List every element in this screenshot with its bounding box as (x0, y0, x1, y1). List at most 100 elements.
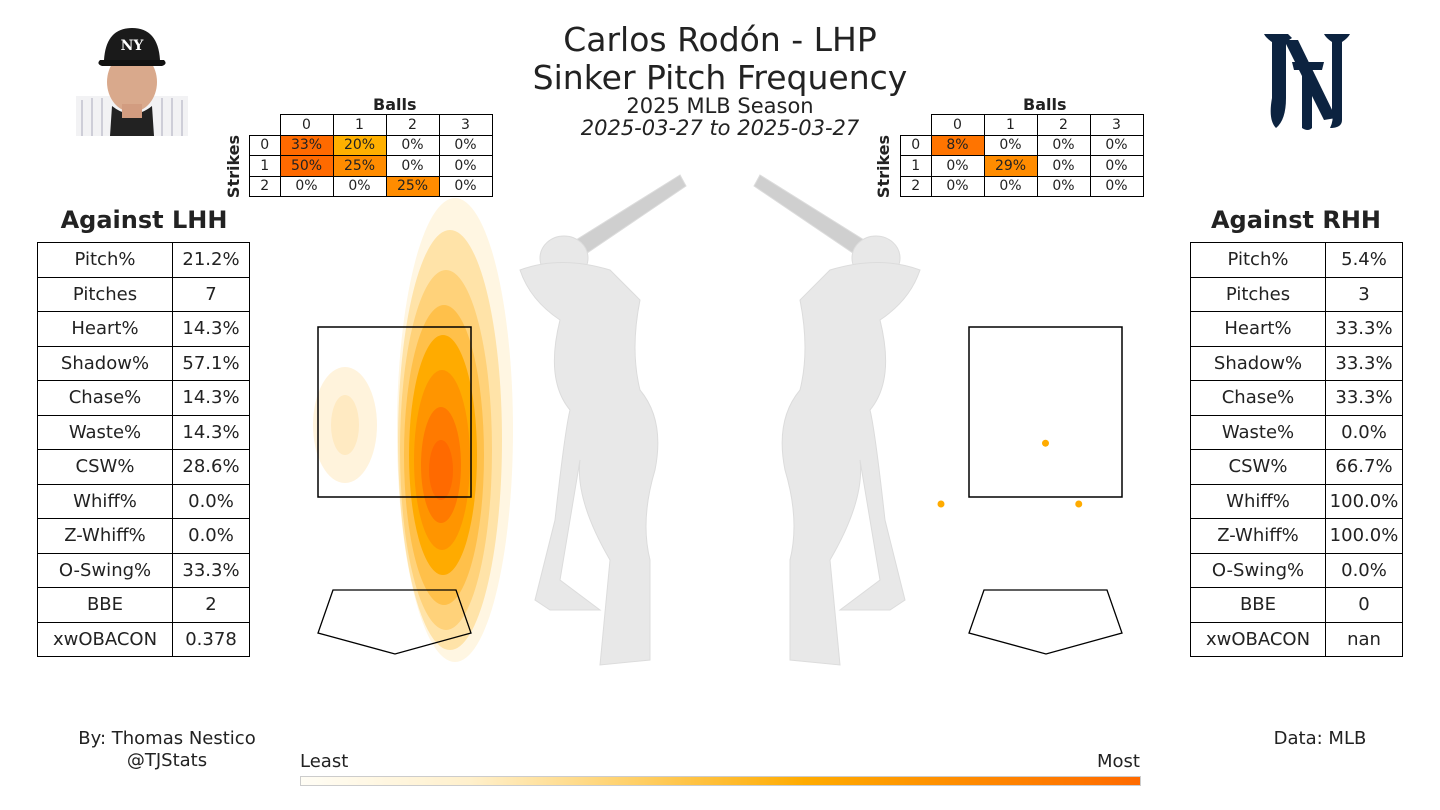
stat-row: Shadow% 33.3% (1190, 345, 1403, 381)
rhh-pitch-point (1042, 439, 1049, 447)
stat-row: xwOBACON 0.378 (37, 621, 250, 657)
stat-row: Whiff% 100.0% (1190, 483, 1403, 519)
lhh-strike-zone (317, 326, 472, 498)
rhh-balls-label: Balls (1023, 95, 1067, 114)
author-credit: By: Thomas Nestico (78, 728, 256, 749)
stat-row: Heart% 33.3% (1190, 311, 1403, 347)
legend-least-label: Least (300, 751, 349, 772)
count-cell: 0% (438, 134, 493, 156)
stat-value: 0.378 (172, 621, 250, 657)
stat-row: Waste% 14.3% (37, 414, 250, 450)
stat-label: Pitch% (37, 242, 173, 278)
rhh-count-table: 0 1 2 3 0 8% 0% 0% 0% 1 0% 29% 0% 0% 2 0% 0% 0% 0% (900, 114, 1144, 197)
rhh-strike-zone (968, 326, 1123, 498)
count-cell: 25% (385, 175, 440, 197)
yankees-logo-icon (1264, 34, 1350, 130)
stat-value: 100.0% (1325, 483, 1403, 519)
stat-label: Whiff% (1190, 483, 1326, 519)
count-cell: 0% (930, 175, 985, 197)
count-cell: 0% (438, 175, 493, 197)
date-range-label: 2025-03-27 to 2025-03-27 (580, 116, 860, 140)
count-cell: 0% (332, 175, 387, 197)
count-cell: 50% (279, 155, 334, 177)
lhh-heading: Against LHH (60, 206, 228, 234)
count-cell: 0% (438, 155, 493, 177)
stat-row: Z-Whiff% 100.0% (1190, 518, 1403, 554)
rhh-pitch-point (937, 500, 945, 508)
stat-label: BBE (37, 587, 173, 623)
stat-label: Shadow% (1190, 345, 1326, 381)
stat-label: xwOBACON (37, 621, 173, 657)
stat-row: Whiff% 0.0% (37, 483, 250, 519)
count-strike-header: 2 (900, 175, 932, 197)
count-cell: 0% (279, 175, 334, 197)
count-cell: 0% (1089, 155, 1144, 177)
stat-value: 7 (172, 276, 250, 312)
stat-label: CSW% (1190, 449, 1326, 485)
stat-value: 21.2% (172, 242, 250, 278)
count-cell: 0% (983, 175, 1038, 197)
stat-row: Pitch% 21.2% (37, 242, 250, 278)
count-cell: 29% (983, 155, 1038, 177)
stat-value: 0 (1325, 587, 1403, 623)
stat-row: xwOBACON nan (1190, 621, 1403, 657)
stat-row: BBE 2 (37, 587, 250, 623)
stat-value: 57.1% (172, 345, 250, 381)
season-label: 2025 MLB Season (626, 94, 814, 118)
stat-label: CSW% (37, 449, 173, 485)
stat-label: Heart% (1190, 311, 1326, 347)
stat-value: 33.3% (172, 552, 250, 588)
rhh-pitch-point (1075, 500, 1083, 508)
rhh-heading: Against RHH (1210, 206, 1382, 234)
stat-label: Chase% (37, 380, 173, 416)
stat-row: Z-Whiff% 0.0% (37, 518, 250, 554)
stat-label: xwOBACON (1190, 621, 1326, 657)
stat-label: Chase% (1190, 380, 1326, 416)
legend-most-label: Most (1097, 751, 1140, 772)
count-cell: 25% (332, 155, 387, 177)
count-cell: 0% (1036, 175, 1091, 197)
stat-value: 100.0% (1325, 518, 1403, 554)
stat-value: 14.3% (172, 311, 250, 347)
lhh-density-heatmap (313, 198, 513, 662)
stat-row: Heart% 14.3% (37, 311, 250, 347)
stat-label: Waste% (1190, 414, 1326, 450)
stat-value: 33.3% (1325, 311, 1403, 347)
stat-value: 0.0% (172, 483, 250, 519)
lhh-count-table: 0 1 2 3 0 33% 20% 0% 0% 1 50% 25% 0% 0% 2 0% 0% 25% 0% (249, 114, 493, 197)
stat-row: Chase% 14.3% (37, 380, 250, 416)
stat-row: O-Swing% 33.3% (37, 552, 250, 588)
stat-label: Heart% (37, 311, 173, 347)
stat-value: 0.0% (1325, 552, 1403, 588)
stat-value: 14.3% (172, 380, 250, 416)
chart-title: Carlos Rodón - LHP (563, 20, 877, 59)
lhh-stats-table: Pitch% 21.2% Pitches 7 Heart% 14.3% Shadow% 57.… (37, 242, 250, 657)
count-cell: 0% (1089, 175, 1144, 197)
batter-silhouette-left-icon (519, 174, 687, 666)
stat-label: Pitches (37, 276, 173, 312)
stat-value: 2 (172, 587, 250, 623)
stat-row: BBE 0 (1190, 587, 1403, 623)
rhh-stats-table: Pitch% 5.4% Pitches 3 Heart% 33.3% Shadow% 33.3… (1190, 242, 1403, 657)
count-cell: 0% (930, 155, 985, 177)
stat-row: Shadow% 57.1% (37, 345, 250, 381)
stat-value: nan (1325, 621, 1403, 657)
stat-row: Pitches 7 (37, 276, 250, 312)
stat-label: Waste% (37, 414, 173, 450)
stat-row: Chase% 33.3% (1190, 380, 1403, 416)
stat-label: Whiff% (37, 483, 173, 519)
stat-value: 33.3% (1325, 345, 1403, 381)
credit-block: By: Thomas Nestico @TJStats (62, 728, 272, 772)
stat-label: O-Swing% (37, 552, 173, 588)
player-headshot-icon: NY (76, 28, 188, 136)
count-cell: 0% (983, 134, 1038, 156)
batter-silhouette-right-icon (753, 174, 921, 666)
stat-label: Z-Whiff% (1190, 518, 1326, 554)
lhh-balls-label: Balls (373, 95, 417, 114)
chart-subtitle: Sinker Pitch Frequency (532, 58, 908, 97)
stat-label: Z-Whiff% (37, 518, 173, 554)
legend-color-bar (300, 776, 1141, 786)
count-cell: 33% (279, 134, 334, 156)
rhh-home-plate (968, 589, 1123, 655)
